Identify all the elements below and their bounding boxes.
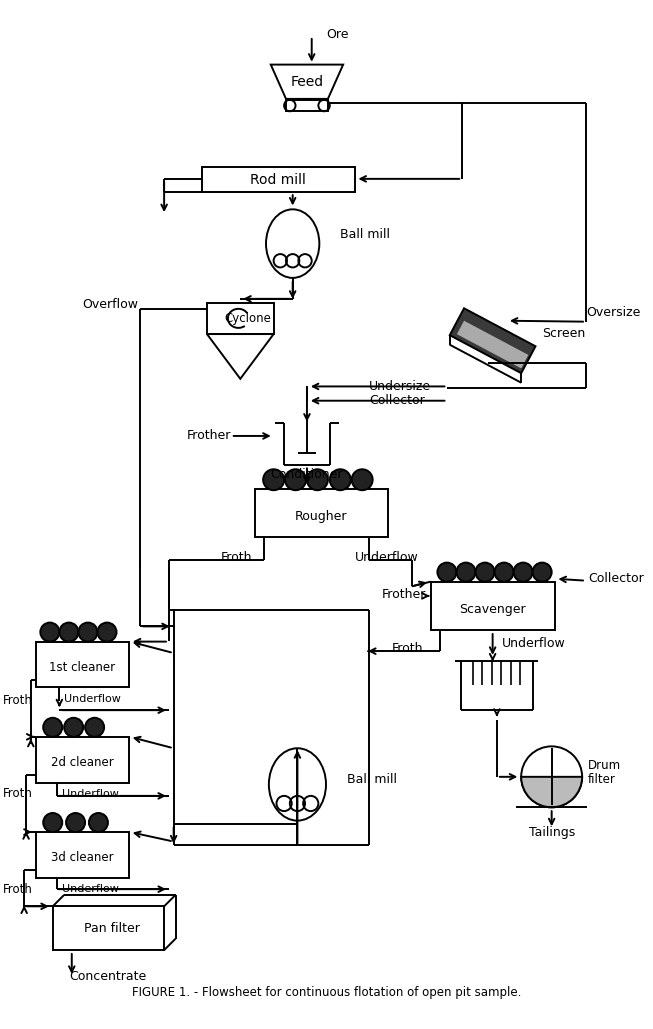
Circle shape [263,469,284,490]
Circle shape [456,563,475,581]
Text: Collector: Collector [369,394,424,407]
Circle shape [78,623,97,642]
Text: Ball mill: Ball mill [340,227,390,241]
Text: Feed: Feed [291,75,323,88]
Circle shape [40,623,59,642]
Text: Rougher: Rougher [295,510,347,524]
Circle shape [475,563,494,581]
Circle shape [533,563,552,581]
Bar [35,832,129,878]
Text: Froth: Froth [3,787,33,801]
Text: Concentrate: Concentrate [69,970,146,984]
Text: Frother: Frother [381,588,426,601]
Circle shape [438,563,456,581]
Bar [202,168,355,192]
Text: 3d cleaner: 3d cleaner [51,851,114,864]
Text: Tailings: Tailings [528,825,575,839]
Text: Cyclone: Cyclone [225,312,272,325]
Text: Pan filter: Pan filter [84,922,140,934]
Wedge shape [521,777,582,808]
Text: Overflow: Overflow [82,298,138,311]
Text: Undersize: Undersize [369,380,431,393]
Text: 1st cleaner: 1st cleaner [49,661,116,674]
Text: Underflow: Underflow [355,552,419,564]
Circle shape [59,623,78,642]
Circle shape [352,469,373,490]
Circle shape [66,813,85,832]
Circle shape [85,718,104,737]
Text: Underflow: Underflow [502,637,566,650]
Text: Froth: Froth [221,552,253,564]
Polygon shape [457,321,528,368]
Circle shape [513,563,533,581]
Bar [35,737,129,782]
Text: Underflow: Underflow [62,789,119,799]
Text: FIGURE 1. - Flowsheet for continuous flotation of open pit sample.: FIGURE 1. - Flowsheet for continuous flo… [133,986,522,998]
Bar [207,303,274,334]
Text: Froth: Froth [392,642,423,654]
Polygon shape [450,309,535,374]
Text: Ore: Ore [326,28,349,40]
Circle shape [307,469,328,490]
Circle shape [64,718,83,737]
Bar [286,100,328,111]
Circle shape [43,718,62,737]
Text: 2d cleaner: 2d cleaner [51,756,114,769]
Text: Scavenger: Scavenger [459,603,526,616]
Text: Froth: Froth [3,695,33,707]
Text: Froth: Froth [3,883,33,895]
Text: Screen: Screen [542,326,585,340]
Text: Collector: Collector [588,572,644,586]
Bar [255,489,388,537]
Bar [35,642,129,687]
Circle shape [43,813,62,832]
Text: Oversize: Oversize [586,306,641,319]
Circle shape [97,623,116,642]
Circle shape [330,469,351,490]
Text: Ball mill: Ball mill [347,773,397,786]
Circle shape [89,813,108,832]
Text: Rod mill: Rod mill [251,173,306,187]
Text: filter: filter [588,773,616,786]
Text: Drum: Drum [588,759,621,772]
Text: Frother: Frother [186,429,231,442]
Circle shape [494,563,513,581]
Text: Underflow: Underflow [62,884,119,894]
Circle shape [285,469,306,490]
Bar [431,581,554,630]
Text: Conditioner: Conditioner [271,467,343,481]
Bar [53,907,164,950]
Text: Underflow: Underflow [64,694,121,704]
